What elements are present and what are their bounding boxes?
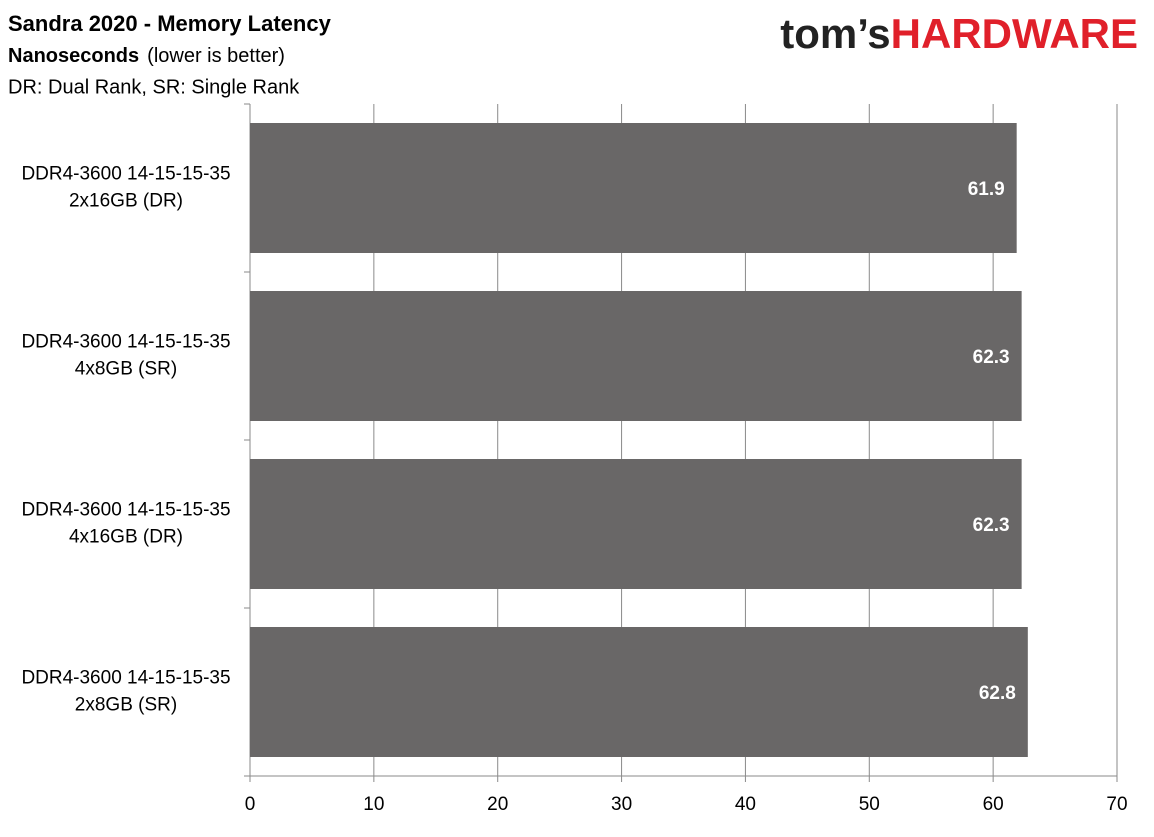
logo-right: HARDWARE — [891, 10, 1138, 57]
bar — [250, 291, 1022, 421]
x-tick-label: 20 — [487, 794, 508, 815]
value-label: 62.8 — [979, 683, 1016, 704]
value-label: 62.3 — [973, 515, 1010, 536]
note: DR: Dual Rank, SR: Single Rank — [8, 76, 300, 98]
y-tick-label: 4x8GB (SR) — [75, 359, 177, 380]
x-tick-label: 50 — [859, 794, 880, 815]
bar — [250, 123, 1017, 253]
y-tick-label: DDR4-3600 14-15-15-35 — [21, 668, 230, 689]
value-label: 61.9 — [968, 179, 1005, 200]
x-tick-label: 70 — [1106, 794, 1127, 815]
x-tick-label: 30 — [611, 794, 632, 815]
x-tick-label: 0 — [245, 794, 256, 815]
logo: tom’sHARDWARE — [780, 10, 1138, 57]
x-tick-label: 10 — [363, 794, 384, 815]
x-tick-label: 40 — [735, 794, 756, 815]
bar — [250, 627, 1028, 757]
y-tick-label: 4x16GB (DR) — [69, 527, 183, 548]
chart-title: Sandra 2020 - Memory Latency — [8, 11, 332, 36]
y-tick-label: 2x16GB (DR) — [69, 191, 183, 212]
y-tick-label: DDR4-3600 14-15-15-35 — [21, 332, 230, 353]
y-tick-label: DDR4-3600 14-15-15-35 — [21, 500, 230, 521]
y-tick-label: DDR4-3600 14-15-15-35 — [21, 164, 230, 185]
x-tick-label: 60 — [983, 794, 1004, 815]
y-tick-label: 2x8GB (SR) — [75, 695, 177, 716]
logo-left: tom’s — [780, 10, 890, 57]
bar — [250, 459, 1022, 589]
subtitle: Nanoseconds (lower is better) — [8, 45, 285, 67]
subtitle-note: (lower is better) — [147, 45, 285, 67]
subtitle-main: Nanoseconds — [8, 45, 139, 67]
value-label: 62.3 — [973, 347, 1010, 368]
